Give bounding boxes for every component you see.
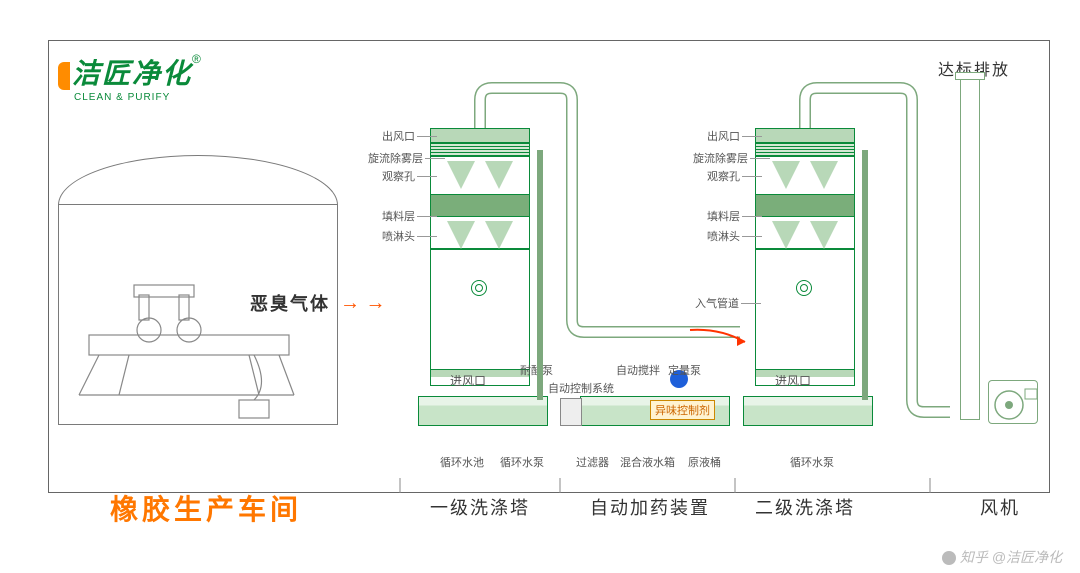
watermark-text: 知乎 @洁匠净化 (960, 549, 1062, 565)
spray-lower (431, 217, 529, 249)
brand-logo: 洁匠净化® CLEAN & PURIFY (58, 52, 201, 103)
lbl-nozzle-2: 喷淋头 (707, 228, 740, 244)
odor-agent-box: 异味控制剂 (650, 400, 715, 420)
sight-port-2 (796, 280, 812, 296)
lbl-inlet-1: 进风口 (450, 372, 486, 389)
packing-2 (756, 195, 854, 217)
exhaust-stack (960, 75, 980, 420)
lbl-demist-1: 旋流除雾层 (368, 150, 423, 166)
odor-gas-label: 恶臭气体 (250, 290, 330, 316)
logo-cn: 洁匠净化 (58, 58, 192, 89)
lbl-sight-1: 观察孔 (382, 168, 415, 184)
workshop-title: 橡胶生产车间 (110, 488, 302, 528)
section-tower1: 一级洗涤塔 (430, 494, 530, 520)
lbl-pump-2: 循环水泵 (790, 454, 834, 470)
fan-icon (989, 381, 1039, 425)
lbl-acid-pump: 耐酸泵 (520, 362, 553, 378)
lbl-nozzle-1: 喷淋头 (382, 228, 415, 244)
demister-2 (756, 143, 854, 157)
sump-tank-1 (418, 396, 548, 426)
lbl-pack-2: 填料层 (707, 208, 740, 224)
lbl-raw: 原液桶 (688, 454, 721, 470)
control-panel (560, 398, 582, 426)
packing-layer (431, 195, 529, 217)
lbl-pack-1: 填料层 (382, 208, 415, 224)
tower-lower-2 (756, 249, 854, 369)
sight-port-icon (471, 280, 487, 296)
lbl-outlet-2: 出风口 (707, 128, 740, 144)
lbl-inlet-2: 进风口 (775, 372, 811, 389)
spray-upper (431, 157, 529, 195)
lbl-pump-1: 循环水泵 (500, 454, 544, 470)
lbl-sump-1: 循环水池 (440, 454, 484, 470)
lbl-dose-pump: 定量泵 (668, 362, 701, 378)
fan-housing (988, 380, 1038, 424)
section-fan: 风机 (980, 494, 1020, 520)
flow-arrow-icon: → → (340, 292, 386, 315)
lbl-demist-2: 旋流除雾层 (693, 150, 748, 166)
demister-layer (431, 143, 529, 157)
section-tower2: 二级洗涤塔 (755, 494, 855, 520)
lbl-inlet-pipe: 入气管道 (695, 295, 739, 311)
lbl-sight-2: 观察孔 (707, 168, 740, 184)
tower-top-2 (756, 129, 854, 143)
tower-top (431, 129, 529, 143)
spray-upper-2 (756, 157, 854, 195)
tower-lower-chamber (431, 249, 529, 369)
lbl-filter: 过滤器 (576, 454, 609, 470)
watermark-icon (942, 551, 956, 565)
lbl-outlet-1: 出风口 (382, 128, 415, 144)
workshop-roof (58, 155, 338, 205)
logo-en: CLEAN & PURIFY (74, 92, 201, 103)
scrubber-tower-2 (755, 128, 855, 386)
scrubber-tower-1 (430, 128, 530, 386)
reg-mark: ® (192, 52, 201, 66)
lbl-auto-mix: 自动搅拌 (616, 362, 660, 378)
lbl-mix: 混合液水箱 (620, 454, 675, 470)
section-dosing: 自动加药装置 (590, 494, 710, 520)
sump-tank-2 (743, 396, 873, 426)
lbl-auto-ctrl: 自动控制系统 (548, 380, 614, 396)
spray-lower-2 (756, 217, 854, 249)
stack-cap (955, 72, 985, 80)
watermark: 知乎 @洁匠净化 (942, 547, 1062, 567)
